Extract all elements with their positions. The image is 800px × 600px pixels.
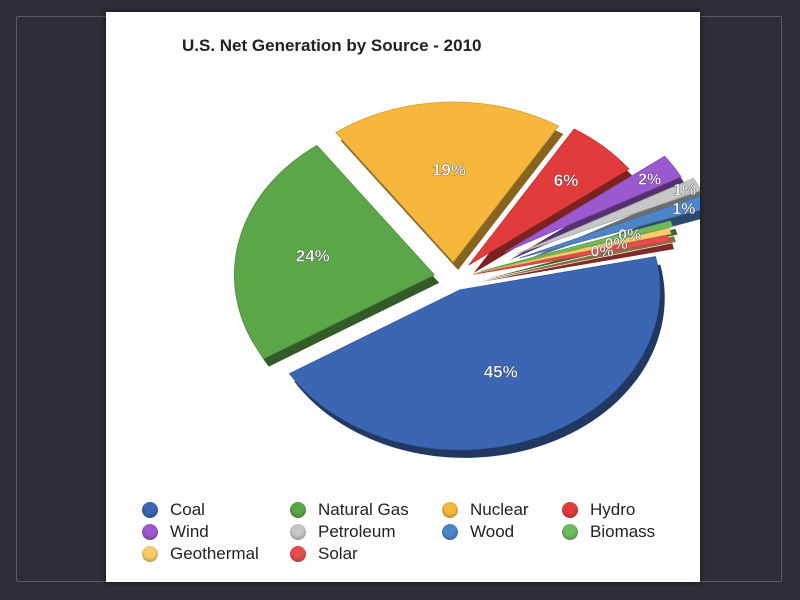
pie-slice-face [477,227,672,274]
legend-swatch [290,502,306,518]
legend-label: Petroleum [318,522,396,541]
legend-label: Nuclear [470,500,529,519]
pie-slice-face [480,220,674,272]
pie-slice-face [504,155,682,253]
legend-swatch [442,502,458,518]
legend-item-coal: Coal [142,500,205,520]
legend-label: Biomass [590,522,656,541]
legend-item-biomass: Biomass [562,522,655,542]
legend-item-petroleum: Petroleum [290,522,395,542]
legend-swatch [142,524,158,540]
legend-swatch [142,502,158,518]
pie-slice-wind [504,155,686,261]
data-label-hydro: 6% [554,171,579,190]
pie-chart: 45% 24% 19% 6% 2% 1% 1% 0%0%0% [234,101,700,458]
pie-slice-face [288,256,661,451]
data-label-wood: 1% [672,201,695,218]
legend-swatch [290,524,306,540]
legend-item-nuclear: Nuclear [442,500,529,520]
pie-slice-side [478,243,674,283]
pie-slice-solar [473,234,674,283]
chart-slide: U.S. Net Generation by Source - 2010 45%… [106,12,700,582]
legend-label: Natural Gas [318,500,409,519]
pie-slice-face [234,144,436,360]
pie-slice-coal [288,256,665,458]
pie-slice-hydro [468,128,634,274]
data-label-biomass: 0% [618,227,641,244]
legend-item-natural-gas: Natural Gas [290,500,409,520]
pie-slice-nuclear [335,101,564,271]
pie-slice-face [468,128,630,266]
legend-swatch [442,524,458,540]
data-label-nuclear: 19% [432,160,466,179]
data-label-wind: 2% [638,171,661,188]
legend-item-wood: Wood [442,522,514,542]
legend-label: Geothermal [170,544,259,563]
legend-swatch [562,502,578,518]
legend-swatch [142,546,158,562]
legend-label: Coal [170,500,205,519]
legend-swatch [290,546,306,562]
legend-swatch [562,524,578,540]
pie-slice-natural-gas [234,144,440,367]
pie-slice-face [516,177,700,255]
legend-label: Hydro [590,500,636,519]
chart-title: U.S. Net Generation by Source - 2010 [182,36,482,55]
data-label-coal: 45% [484,363,518,382]
legend-label: Solar [318,544,358,563]
legend-item-geothermal: Geothermal [142,544,259,564]
pie-slice-face [473,234,670,275]
data-label-petroleum: 1% [673,182,696,199]
legend-label: Wind [170,522,209,541]
data-label-solar: 0% [591,244,614,261]
legend-label: Wood [470,522,515,541]
data-label-natural-gas: 24% [296,247,330,266]
legend-item-solar: Solar [290,544,358,564]
legend-item-wind: Wind [142,522,209,542]
pie-slice-face [335,101,560,263]
legend-item-hydro: Hydro [562,500,635,520]
chart-legend: Coal Natural Gas Nuclear Hydro Wind Petroleum… [142,500,682,572]
data-label-geothermal: 0% [605,236,628,253]
